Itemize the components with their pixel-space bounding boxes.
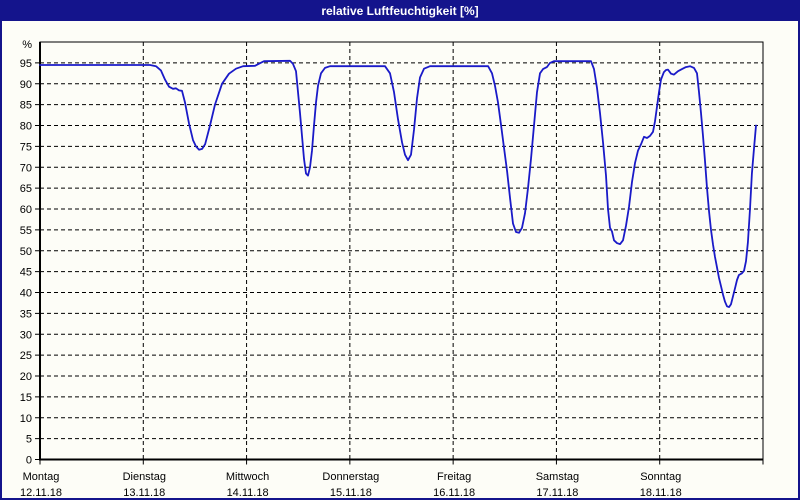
y-tick-marks [35, 62, 40, 460]
svg-text:65: 65 [20, 183, 32, 195]
day-date-label: 12.11.18 [20, 487, 62, 498]
svg-text:10: 10 [20, 413, 32, 425]
day-name-label: Freitag [437, 471, 471, 483]
svg-text:40: 40 [20, 288, 32, 300]
svg-text:80: 80 [20, 121, 32, 133]
y-gridlines [40, 62, 763, 440]
day-date-label: 14.11.18 [227, 487, 269, 498]
svg-text:0: 0 [26, 455, 32, 467]
day-name-label: Donnerstag [322, 471, 379, 483]
day-date-label: 16.11.18 [433, 487, 475, 498]
svg-text:30: 30 [20, 329, 32, 341]
day-name-label: Sonntag [640, 471, 681, 483]
svg-text:50: 50 [20, 246, 32, 258]
svg-text:90: 90 [20, 79, 32, 91]
day-name-label: Samstag [536, 471, 579, 483]
y-axis-unit-label: % [22, 39, 32, 51]
svg-text:20: 20 [20, 371, 32, 383]
day-name-label: Montag [23, 471, 60, 483]
svg-text:60: 60 [20, 204, 32, 216]
svg-text:55: 55 [20, 225, 32, 237]
svg-text:95: 95 [20, 58, 32, 70]
humidity-line-chart: 0 5 10 15 20 25 30 35 40 45 50 55 60 65 70 75 80 85 90 95% M… [20, 39, 764, 498]
window-title: relative Luftfeuchtigkeit [%] [321, 4, 479, 18]
humidity-series-line [39, 59, 757, 309]
x-day-labels: Montag 12.11.18 Dienstag 13.11.18 Mittwoch 14… [20, 471, 682, 498]
svg-text:5: 5 [26, 434, 32, 446]
svg-text:35: 35 [20, 308, 32, 320]
x-tick-marks [39, 459, 764, 465]
svg-text:85: 85 [20, 100, 32, 112]
window-title-bar: relative Luftfeuchtigkeit [%] [2, 2, 798, 21]
svg-text:15: 15 [20, 392, 32, 404]
svg-text:75: 75 [20, 141, 32, 153]
plot-root: 0 5 10 15 20 25 30 35 40 45 50 55 60 65 70 75 80 85 90 95% M… [20, 39, 764, 498]
day-name-label: Dienstag [123, 471, 166, 483]
svg-text:25: 25 [20, 350, 32, 362]
day-date-label: 15.11.18 [330, 487, 372, 498]
svg-text:45: 45 [20, 267, 32, 279]
day-date-label: 13.11.18 [123, 487, 165, 498]
svg-text:70: 70 [20, 162, 32, 174]
day-date-label: 18.11.18 [640, 487, 682, 498]
day-name-label: Mittwoch [226, 471, 269, 483]
y-tick-labels: 0 5 10 15 20 25 30 35 40 45 50 55 60 65 70 75 80 85 90 95 [20, 58, 32, 467]
day-date-label: 17.11.18 [536, 487, 578, 498]
